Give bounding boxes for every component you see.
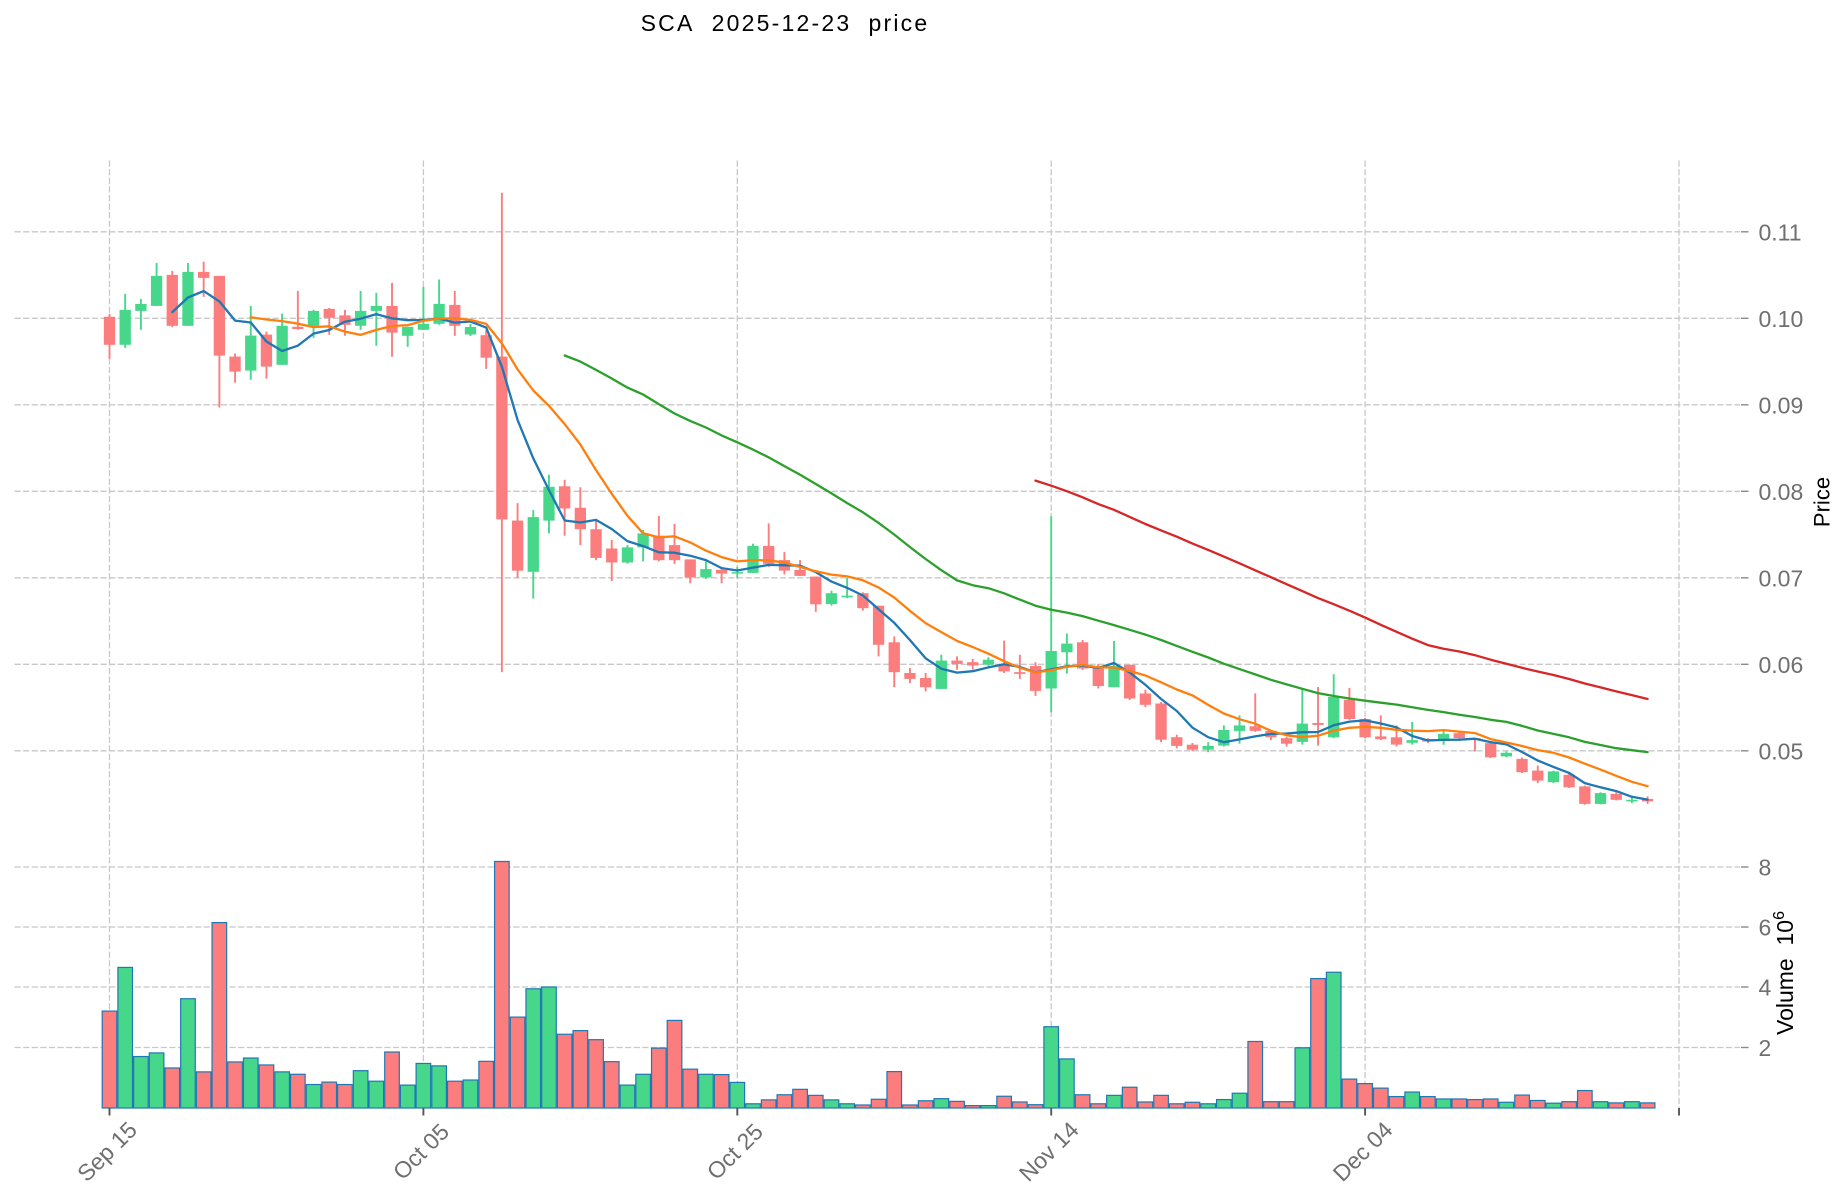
svg-text:Volume 106: Volume 106 (1771, 911, 1798, 1035)
svg-text:0.09: 0.09 (1759, 392, 1804, 418)
svg-text:Price: Price (1810, 477, 1835, 527)
svg-text:8: 8 (1759, 855, 1772, 881)
svg-text:2: 2 (1759, 1035, 1772, 1061)
svg-text:0.08: 0.08 (1759, 479, 1804, 505)
svg-text:0.05: 0.05 (1759, 738, 1804, 764)
svg-text:6: 6 (1759, 915, 1772, 941)
svg-text:0.10: 0.10 (1759, 306, 1804, 332)
svg-text:SCA 2025-12-23 price: SCA 2025-12-23 price (641, 10, 930, 36)
svg-text:0.11: 0.11 (1759, 219, 1802, 245)
svg-text:4: 4 (1759, 975, 1772, 1001)
svg-text:0.06: 0.06 (1759, 652, 1804, 678)
svg-text:0.07: 0.07 (1759, 565, 1804, 591)
